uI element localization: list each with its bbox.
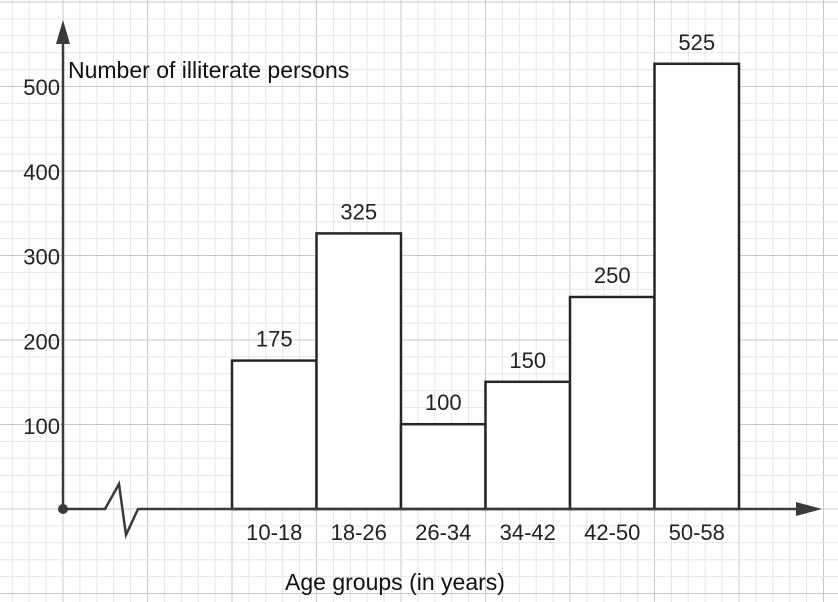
origin-point <box>58 504 68 514</box>
y-tick-label: 200 <box>23 329 60 354</box>
x-axis-label: Age groups (in years) <box>285 569 505 595</box>
bar-18-26 <box>315 232 403 511</box>
bar-value-label: 325 <box>340 199 377 224</box>
bar-value-label: 100 <box>425 390 462 415</box>
x-tick-label: 26-34 <box>415 520 471 545</box>
y-tick-label: 100 <box>23 414 60 439</box>
x-tick-label: 50-58 <box>669 520 725 545</box>
x-tick-labels: 10-18 18-26 26-34 34-42 42-50 50-58 <box>246 520 725 545</box>
y-axis-label: Number of illiterate persons <box>68 57 349 83</box>
x-tick-label: 18-26 <box>331 520 387 545</box>
bar-value-labels: 175 325 100 150 250 525 <box>256 30 715 415</box>
bars <box>230 62 741 511</box>
bar-value-label: 250 <box>594 263 631 288</box>
bar-10-18 <box>230 359 318 511</box>
bar-50-58 <box>653 62 741 511</box>
y-tick-label: 300 <box>23 245 60 270</box>
bar-42-50 <box>568 295 656 511</box>
x-tick-label: 10-18 <box>246 520 302 545</box>
bar-34-42 <box>484 380 572 511</box>
x-tick-label: 42-50 <box>584 520 640 545</box>
x-axis-arrow <box>796 502 822 516</box>
bar-value-label: 150 <box>509 348 546 373</box>
bar-value-label: 175 <box>256 327 293 352</box>
x-axis-line-with-break <box>63 480 800 540</box>
x-tick-label: 34-42 <box>500 520 556 545</box>
axes <box>56 20 822 540</box>
y-tick-labels: 100 200 300 400 500 <box>23 75 60 439</box>
y-axis-arrow <box>56 20 70 44</box>
bar-value-label: 525 <box>678 30 715 55</box>
y-tick-label: 400 <box>23 160 60 185</box>
bar-26-34 <box>399 422 487 511</box>
y-tick-label: 500 <box>23 75 60 100</box>
